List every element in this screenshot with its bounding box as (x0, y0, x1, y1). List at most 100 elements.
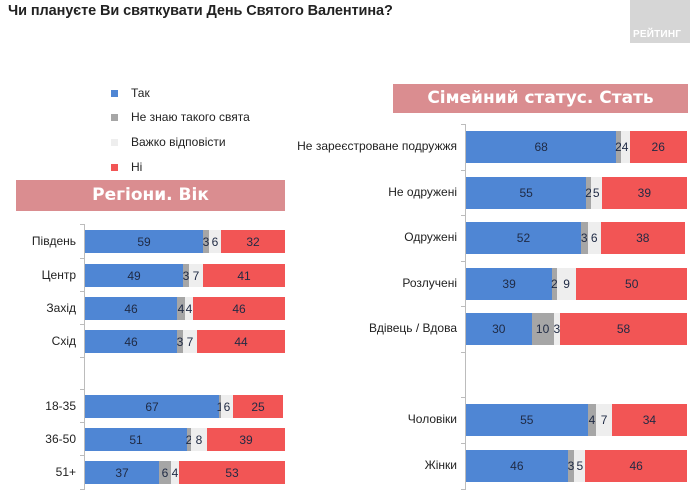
bar-segment-yes: 30 (466, 313, 532, 345)
bar-value-label: 2 (185, 432, 193, 447)
bar-segment-no: 25 (233, 395, 283, 418)
bar-value-label: 49 (127, 268, 141, 283)
bar-value-label: 5 (576, 459, 584, 473)
bar-segment-dont-know-holiday: 6 (159, 461, 171, 484)
category-label: Не зареєстроване подружжя (297, 139, 457, 153)
bar-value-label: 59 (137, 234, 151, 249)
bar-segment-dont-know-holiday: 3 (203, 230, 209, 253)
category-label: 18-35 (45, 398, 76, 413)
axis-tick (80, 489, 84, 490)
bar-segment-hard-to-say: 7 (596, 404, 612, 436)
bar-value-label: 6 (590, 231, 598, 245)
axis-tick (461, 306, 465, 307)
bar-value-label: 39 (239, 432, 253, 447)
category-label: Не одружені (388, 185, 457, 199)
bar-value-label: 39 (502, 277, 516, 291)
bar-value-label: 46 (629, 459, 643, 473)
category-axis (465, 124, 466, 490)
bar-segment-no: 32 (221, 230, 285, 253)
axis-tick (461, 397, 465, 398)
axis-tick (80, 258, 84, 259)
bar-value-label: 3 (553, 322, 561, 336)
category-label: Чоловіки (407, 412, 457, 426)
stacked-bar: 46 4 4 46 (85, 297, 285, 320)
axis-tick (80, 455, 84, 456)
bar-value-label: 51 (129, 432, 143, 447)
bar-segment-yes: 46 (466, 450, 568, 482)
bar-value-label: 2 (585, 186, 592, 200)
rating-logo: РЕЙТИНГ (630, 0, 690, 43)
legend-label: Не знаю такого свята (131, 110, 250, 124)
bar-value-label: 4 (185, 301, 193, 316)
bar-value-label: 55 (520, 413, 534, 427)
legend-swatch-dont-know-holiday (111, 114, 118, 121)
category-label: 36-50 (45, 431, 76, 446)
axis-tick (80, 357, 84, 358)
bar-segment-yes: 52 (466, 222, 581, 254)
bar-segment-no: 46 (585, 450, 687, 482)
bar-value-label: 30 (492, 322, 506, 336)
bar-segment-dont-know-holiday: 2 (585, 177, 592, 209)
bar-value-label: 52 (516, 231, 531, 245)
bar-segment-dont-know-holiday: 3 (183, 264, 189, 287)
stacked-bar: 55 4 7 34 (466, 404, 687, 436)
category-label: Захід (46, 300, 76, 315)
bar-value-label: 7 (192, 268, 200, 283)
bar-value-label: 37 (115, 465, 129, 480)
bar-segment-hard-to-say: 4 (185, 297, 193, 320)
bar-segment-hard-to-say: 3 (553, 313, 561, 345)
bar-segment-yes: 55 (466, 177, 587, 209)
bar-segment-yes: 46 (85, 297, 177, 320)
bar-value-label: 34 (642, 413, 657, 427)
category-label: Південь (31, 233, 76, 248)
bar-value-label: 6 (161, 465, 169, 480)
bar-segment-dont-know-holiday: 4 (587, 404, 597, 436)
bar-segment-hard-to-say: 7 (183, 330, 197, 353)
bar-value-label: 39 (637, 186, 652, 200)
bar-segment-dont-know-holiday: 1 (217, 395, 223, 418)
stacked-bar: 52 3 6 38 (466, 222, 687, 254)
axis-tick (80, 324, 84, 325)
bar-value-label: 6 (223, 399, 231, 414)
bar-segment-yes: 46 (85, 330, 177, 353)
bar-segment-dont-know-holiday: 4 (177, 297, 185, 320)
bar-segment-no: 46 (193, 297, 285, 320)
category-label: Вдівець / Вдова (368, 321, 457, 335)
bar-value-label: 4 (588, 413, 596, 427)
axis-tick (80, 224, 84, 225)
axis-tick (461, 261, 465, 262)
bar-segment-no: 50 (576, 268, 687, 300)
chart-title: Чи плануєте Ви святкувати День Святого В… (8, 3, 393, 19)
bar-value-label: 4 (177, 301, 185, 316)
category-label: 51+ (55, 464, 76, 479)
bar-segment-no: 34 (611, 404, 687, 436)
bar-value-label: 2 (551, 277, 558, 291)
bar-value-label: 7 (600, 413, 608, 427)
bar-segment-dont-know-holiday: 10 (531, 313, 554, 345)
category-axis (84, 224, 85, 490)
legend-label: Важко відповісти (131, 135, 226, 149)
bar-value-label: 68 (534, 140, 548, 154)
bar-segment-hard-to-say: 9 (556, 268, 577, 300)
axis-tick (80, 422, 84, 423)
bar-segment-no: 39 (601, 177, 687, 209)
bar-value-label: 3 (176, 334, 184, 349)
stacked-bar: 59 3 6 32 (85, 230, 285, 253)
bar-value-label: 46 (124, 334, 138, 349)
bar-segment-yes: 39 (466, 268, 553, 300)
bar-value-label: 3 (567, 459, 575, 473)
legend-swatch-no (111, 164, 118, 171)
section-banner-regions-age: Регіони. Вік (16, 180, 285, 211)
stacked-bar: 49 3 7 41 (85, 264, 285, 287)
bar-segment-hard-to-say: 7 (189, 264, 203, 287)
category-label: Схід (51, 333, 76, 348)
bar-value-label: 3 (202, 234, 210, 249)
bar-segment-no: 53 (179, 461, 285, 484)
bar-segment-no: 26 (629, 131, 687, 163)
axis-tick (461, 352, 465, 353)
stacked-bar: 30 10 3 58 (466, 313, 687, 345)
bar-value-label: 32 (246, 234, 260, 249)
axis-tick (461, 215, 465, 216)
bar-value-label: 67 (145, 399, 159, 414)
legend-label: Так (131, 86, 150, 100)
